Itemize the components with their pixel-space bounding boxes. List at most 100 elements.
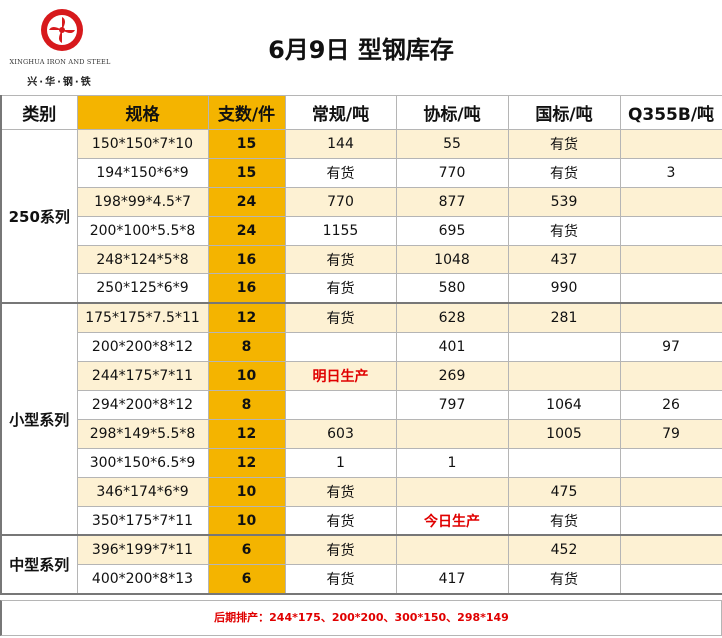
pieces-cell: 12 <box>207 418 286 449</box>
national-cell: 281 <box>507 302 621 334</box>
national-cell: 有货 <box>507 157 621 188</box>
spec-cell: 194*150*6*9 <box>76 157 209 188</box>
q355b-cell: 79 <box>619 418 722 449</box>
q355b-cell <box>619 505 722 537</box>
spec-cell: 244*175*7*11 <box>76 361 209 392</box>
spec-cell: 150*150*7*10 <box>76 129 209 159</box>
q355b-cell <box>619 273 722 305</box>
assoc-cell: 580 <box>395 273 509 305</box>
regular-cell: 明日生产 <box>284 361 397 392</box>
pieces-cell: 12 <box>207 302 286 334</box>
spec-cell: 300*150*6.5*9 <box>76 447 209 478</box>
national-cell <box>507 332 621 363</box>
national-cell: 475 <box>507 476 621 507</box>
q355b-cell <box>619 361 722 392</box>
table-row: 194*150*6*9 15 有货 770 有货 3 <box>1 157 722 188</box>
spec-cell: 248*124*5*8 <box>76 244 209 275</box>
assoc-cell: 877 <box>395 186 509 217</box>
regular-cell: 有货 <box>284 244 397 275</box>
regular-cell: 有货 <box>284 534 397 566</box>
spec-cell: 198*99*4.5*7 <box>76 186 209 217</box>
q355b-cell <box>619 476 722 507</box>
q355b-cell <box>619 534 722 566</box>
spec-cell: 400*200*8*13 <box>76 564 209 596</box>
spec-cell: 175*175*7.5*11 <box>76 302 209 334</box>
col-header-q355b: Q355B/吨 <box>619 95 722 130</box>
national-cell: 539 <box>507 186 621 217</box>
assoc-cell: 401 <box>395 332 509 363</box>
pieces-cell: 12 <box>207 447 286 478</box>
regular-cell: 有货 <box>284 273 397 305</box>
table-row: 200*100*5.5*8 24 1155 695 有货 <box>1 215 722 246</box>
page-header: XINGHUA IRON AND STEEL 兴·华·钢·铁 6月9日 型钢库存 <box>0 0 722 95</box>
assoc-cell: 695 <box>395 215 509 246</box>
logo-english-text: XINGHUA IRON AND STEEL <box>9 58 111 66</box>
spec-cell: 396*199*7*11 <box>76 534 209 566</box>
col-header-assoc: 协标/吨 <box>395 95 509 130</box>
regular-cell: 144 <box>284 129 397 159</box>
pieces-cell: 10 <box>207 505 286 537</box>
assoc-cell: 今日生产 <box>395 505 509 537</box>
table-row: 298*149*5.5*8 12 603 1005 79 <box>1 418 722 449</box>
national-cell: 有货 <box>507 215 621 246</box>
table-body: 250系列 150*150*7*10 15 144 55 有货 194*150*6*9 15 有… <box>0 129 722 596</box>
q355b-cell <box>619 302 722 334</box>
regular-cell <box>284 332 397 363</box>
regular-cell: 有货 <box>284 564 397 596</box>
category-cell: 中型系列 <box>0 534 78 596</box>
pieces-cell: 10 <box>207 361 286 392</box>
category-cell: 250系列 <box>0 129 78 305</box>
table-row: 346*174*6*9 10 有货 475 <box>1 476 722 507</box>
spec-cell: 350*175*7*11 <box>76 505 209 537</box>
spec-cell: 200*200*8*12 <box>76 332 209 363</box>
spec-cell: 298*149*5.5*8 <box>76 418 209 449</box>
regular-cell <box>284 390 397 420</box>
pieces-cell: 6 <box>207 534 286 566</box>
table-row: 350*175*7*11 10 有货 今日生产 有货 <box>1 505 722 537</box>
regular-cell: 1 <box>284 447 397 478</box>
assoc-cell: 797 <box>395 390 509 420</box>
national-cell: 1005 <box>507 418 621 449</box>
pieces-cell: 8 <box>207 332 286 363</box>
q355b-cell: 26 <box>619 390 722 420</box>
table-row: 200*200*8*12 8 401 97 <box>1 332 722 363</box>
assoc-cell <box>395 418 509 449</box>
logo-chinese-text: 兴·华·钢·铁 <box>27 77 93 88</box>
pieces-cell: 16 <box>207 244 286 275</box>
col-header-national: 国标/吨 <box>507 95 621 130</box>
table-row: 250系列 150*150*7*10 15 144 55 有货 <box>0 129 722 305</box>
pieces-cell: 15 <box>207 157 286 188</box>
production-note: 后期排产：244*175、200*200、300*150、298*149 <box>0 600 722 636</box>
assoc-cell: 55 <box>395 129 509 159</box>
spec-cell: 250*125*6*9 <box>76 273 209 305</box>
table-row: 294*200*8*12 8 797 1064 26 <box>1 390 722 420</box>
national-cell: 有货 <box>507 564 621 596</box>
regular-cell: 有货 <box>284 302 397 334</box>
spec-cell: 294*200*8*12 <box>76 390 209 420</box>
national-cell: 1064 <box>507 390 621 420</box>
assoc-cell: 269 <box>395 361 509 392</box>
assoc-cell: 1 <box>395 447 509 478</box>
inventory-table: 类别 规格 支数/件 常规/吨 协标/吨 国标/吨 Q355B/吨 250系列 1… <box>0 95 722 596</box>
pieces-cell: 16 <box>207 273 286 305</box>
pieces-cell: 15 <box>207 129 286 159</box>
col-header-regular: 常规/吨 <box>284 95 397 130</box>
category-cell: 小型系列 <box>0 302 78 537</box>
q355b-cell <box>619 244 722 275</box>
table-row: 244*175*7*11 10 明日生产 269 <box>1 361 722 392</box>
assoc-cell: 1048 <box>395 244 509 275</box>
table-row: 小型系列 175*175*7.5*11 12 有货 628 281 <box>0 302 722 537</box>
regular-cell: 603 <box>284 418 397 449</box>
spec-cell: 346*174*6*9 <box>76 476 209 507</box>
regular-cell: 有货 <box>284 476 397 507</box>
national-cell: 452 <box>507 534 621 566</box>
table-row: 250*125*6*9 16 有货 580 990 <box>1 273 722 305</box>
table-header-row: 类别 规格 支数/件 常规/吨 协标/吨 国标/吨 Q355B/吨 <box>0 95 722 130</box>
table-row: 中型系列 396*199*7*11 6 有货 452 <box>0 534 722 596</box>
regular-cell: 770 <box>284 186 397 217</box>
xinghua-logo-icon <box>41 9 83 51</box>
q355b-cell <box>619 564 722 596</box>
table-row: 198*99*4.5*7 24 770 877 539 <box>1 186 722 217</box>
table-row: 300*150*6.5*9 12 1 1 <box>1 447 722 478</box>
table-row: 400*200*8*13 6 有货 417 有货 <box>1 564 722 596</box>
